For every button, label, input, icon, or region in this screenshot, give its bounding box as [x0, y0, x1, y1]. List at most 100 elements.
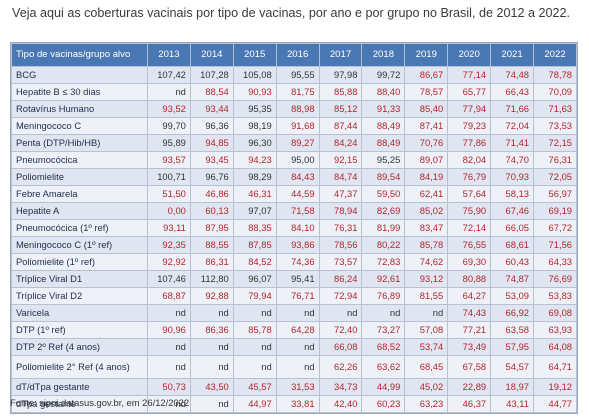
coverage-cell: 76,55 [447, 236, 492, 254]
coverage-cell: 96,36 [189, 117, 234, 135]
table-row: Poliomielite 2° Ref (4 anos) nd nd nd nd 62,2… [11, 355, 577, 379]
coverage-cell: 44,77 [533, 395, 577, 413]
coverage-cell: 22,89 [447, 378, 492, 396]
coverage-cell: 70,09 [533, 83, 577, 101]
coverage-cell: 88,98 [275, 100, 320, 118]
coverage-cell: 74,70 [490, 151, 535, 169]
table-row: dT/dTpa gestante 50,73 43,50 45,57 31,53 34,7… [11, 378, 577, 396]
coverage-cell: 98,29 [232, 168, 277, 186]
coverage-cell: 93,11 [147, 219, 191, 237]
coverage-cell: 93,44 [189, 100, 234, 118]
coverage-cell: 72,14 [447, 219, 492, 237]
coverage-cell: 77,86 [447, 134, 492, 152]
coverage-cell: 63,62 [361, 355, 406, 379]
table-row: Pneumocócica 93,57 93,45 94,23 95,00 92,15 95,… [11, 151, 577, 169]
coverage-cell: nd [147, 395, 191, 413]
coverage-cell: 88,35 [232, 219, 277, 237]
coverage-cell: 34,73 [318, 378, 363, 396]
coverage-cell: 79,23 [447, 117, 492, 135]
row-label: Rotavírus Humano [11, 100, 148, 118]
table-row: Poliomielite (1º ref) 92,92 86,31 84,52 74,3… [11, 253, 577, 271]
coverage-cell: 47,37 [318, 185, 363, 203]
coverage-cell: 68,87 [147, 287, 191, 305]
coverage-cell: 60,43 [490, 253, 535, 271]
coverage-cell: 66,08 [318, 338, 363, 356]
coverage-cell: 77,94 [447, 100, 492, 118]
coverage-cell: nd [232, 304, 277, 322]
source-note: Fonte: sipni.datasus.gov.br, em 26/12/20… [10, 397, 190, 408]
coverage-cell: 68,61 [490, 236, 535, 254]
coverage-cell: 54,57 [490, 355, 535, 379]
coverage-cell: 64,71 [533, 355, 577, 379]
coverage-cell: 92,61 [361, 270, 406, 288]
table-row: Varicela nd nd nd nd nd nd nd 74,43 66,92 69,08 [11, 304, 577, 322]
coverage-cell: 70,93 [490, 168, 535, 186]
coverage-cell: 69,08 [533, 304, 577, 322]
coverage-cell: 95,89 [147, 134, 191, 152]
table-row: DTP 2º Ref (4 anos) nd nd nd nd 66,08 68,52 53,… [11, 338, 577, 356]
coverage-cell: 46,31 [232, 185, 277, 203]
row-label: dT/dTpa gestante [11, 378, 148, 396]
page-heading: Veja aqui as coberturas vacinais por tip… [12, 6, 570, 20]
coverage-cell: 98,19 [232, 117, 277, 135]
coverage-cell: 72,94 [318, 287, 363, 305]
coverage-cell: 73,49 [447, 338, 492, 356]
coverage-cell: 74,43 [447, 304, 492, 322]
coverage-cell: 87,85 [232, 236, 277, 254]
coverage-cell: 85,88 [318, 83, 363, 101]
row-label: Pneumocócica (1º ref) [11, 219, 148, 237]
coverage-cell: 80,88 [447, 270, 492, 288]
coverage-cell: 66,43 [490, 83, 535, 101]
coverage-cell: 46,86 [189, 185, 234, 203]
coverage-cell: 88,49 [361, 134, 406, 152]
table-row: Tríplice Viral D2 68,87 92,88 79,94 76,71 72,… [11, 287, 577, 305]
coverage-cell: nd [275, 355, 320, 379]
coverage-cell: 85,12 [318, 100, 363, 118]
row-label: Hepatite B ≤ 30 dias [11, 83, 148, 101]
table-row: Hepatite A 0,00 60,13 97,07 71,58 78,94 82,69 8… [11, 202, 577, 220]
table-row: Poliomielite 100,71 96,76 98,29 84,43 84,74 89… [11, 168, 577, 186]
coverage-cell: nd [189, 355, 234, 379]
coverage-cell: 90,93 [232, 83, 277, 101]
row-label: Tríplice Viral D1 [11, 270, 148, 288]
coverage-cell: 95,55 [275, 66, 320, 84]
vaccine-coverage-table: Tipo de vacinas/grupo alvo 2013 2014 2015 2… [11, 43, 577, 413]
coverage-cell: 81,55 [404, 287, 449, 305]
coverage-cell: 107,28 [189, 66, 234, 84]
coverage-cell: 95,41 [275, 270, 320, 288]
coverage-cell: 68,52 [361, 338, 406, 356]
header-label: Tipo de vacinas/grupo alvo [11, 43, 148, 67]
table-row: Penta (DTP/Hib/HB) 95,89 94,85 96,30 89,27 84… [11, 134, 577, 152]
coverage-cell: 88,54 [189, 83, 234, 101]
coverage-cell: 71,63 [533, 100, 577, 118]
coverage-cell: 84,52 [232, 253, 277, 271]
row-label: DTP 2º Ref (4 anos) [11, 338, 148, 356]
coverage-cell: 67,46 [490, 202, 535, 220]
coverage-cell: 99,72 [361, 66, 406, 84]
coverage-cell: 91,33 [361, 100, 406, 118]
coverage-cell: 71,66 [490, 100, 535, 118]
coverage-cell: 74,36 [275, 253, 320, 271]
coverage-cell: nd [147, 338, 191, 356]
coverage-cell: 84,43 [275, 168, 320, 186]
coverage-cell: 44,99 [361, 378, 406, 396]
coverage-cell: 72,83 [361, 253, 406, 271]
row-label: Meningococo C [11, 117, 148, 135]
coverage-cell: 68,45 [404, 355, 449, 379]
coverage-cell: 85,40 [404, 100, 449, 118]
coverage-cell: 96,07 [232, 270, 277, 288]
coverage-cell: 75,90 [447, 202, 492, 220]
table-row: Rotavírus Humano 93,52 93,44 95,35 88,98 85,1… [11, 100, 577, 118]
coverage-cell: 89,54 [361, 168, 406, 186]
coverage-cell: 43,11 [490, 395, 535, 413]
coverage-cell: 89,07 [404, 151, 449, 169]
coverage-cell: 74,48 [490, 66, 535, 84]
coverage-cell: 65,77 [447, 83, 492, 101]
table-row: Febre Amarela 51,50 46,86 46,31 44,59 47,37 59… [11, 185, 577, 203]
header-year: 2019 [404, 43, 449, 67]
header-year: 2021 [490, 43, 535, 67]
coverage-cell: 81,99 [361, 219, 406, 237]
coverage-cell: 76,31 [318, 219, 363, 237]
coverage-cell: 57,08 [404, 321, 449, 339]
coverage-cell: 71,58 [275, 202, 320, 220]
